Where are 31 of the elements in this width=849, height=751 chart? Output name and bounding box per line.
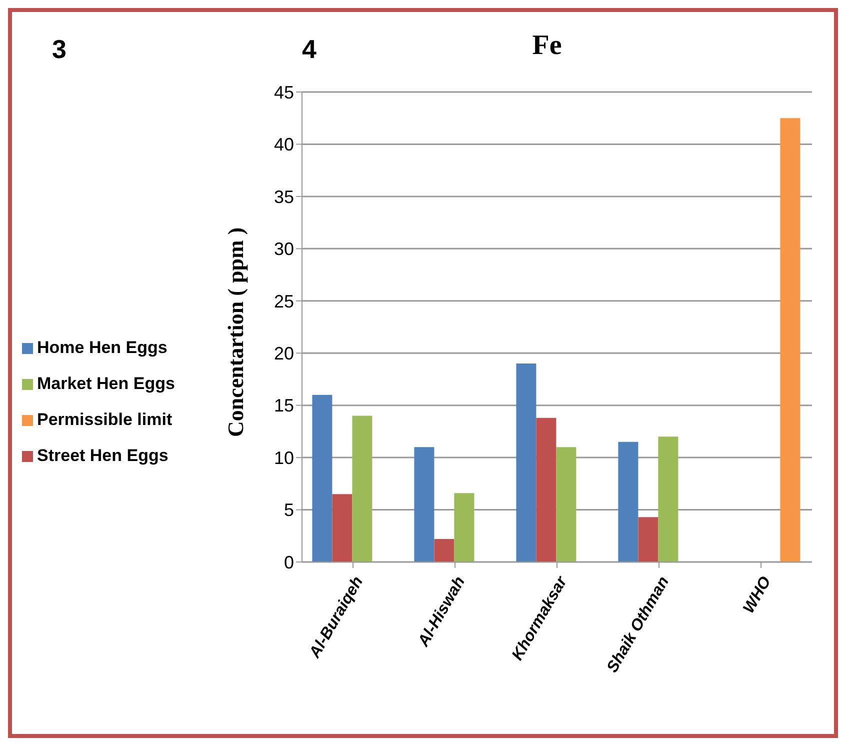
bar — [536, 418, 556, 562]
bar — [658, 436, 678, 562]
text: 3 — [52, 34, 66, 65]
bar — [434, 539, 454, 562]
bar — [780, 118, 800, 562]
bar — [556, 447, 576, 562]
bar — [352, 416, 372, 562]
y-tick-label: 45 — [274, 82, 294, 102]
y-tick-label: 30 — [274, 239, 294, 260]
y-tick-label: 40 — [274, 134, 294, 155]
legend-label: Market Hen Eggs — [37, 374, 175, 393]
chart-title: Fe — [532, 30, 562, 61]
y-tick-label: 10 — [274, 448, 294, 468]
y-tick-label: 20 — [274, 344, 294, 364]
bar — [516, 364, 536, 562]
text: 4 — [302, 34, 316, 65]
legend-label: Street Hen Eggs — [37, 446, 168, 465]
y-tick-label: 5 — [284, 500, 294, 520]
legend-label: Home Hen Eggs — [37, 338, 168, 357]
y-axis-title: Concentartion ( ppm ) — [222, 227, 248, 437]
bar — [414, 447, 434, 562]
bar — [454, 493, 474, 562]
y-tick-label: 35 — [274, 186, 294, 207]
y-tick-label: 25 — [274, 291, 294, 312]
bar — [618, 442, 638, 562]
legend-label: Permissible limit — [37, 410, 172, 429]
y-tick-label: 0 — [284, 552, 294, 572]
bar — [312, 394, 332, 562]
y-tick-label: 15 — [274, 396, 294, 416]
bar — [638, 517, 658, 562]
bar — [332, 494, 352, 562]
